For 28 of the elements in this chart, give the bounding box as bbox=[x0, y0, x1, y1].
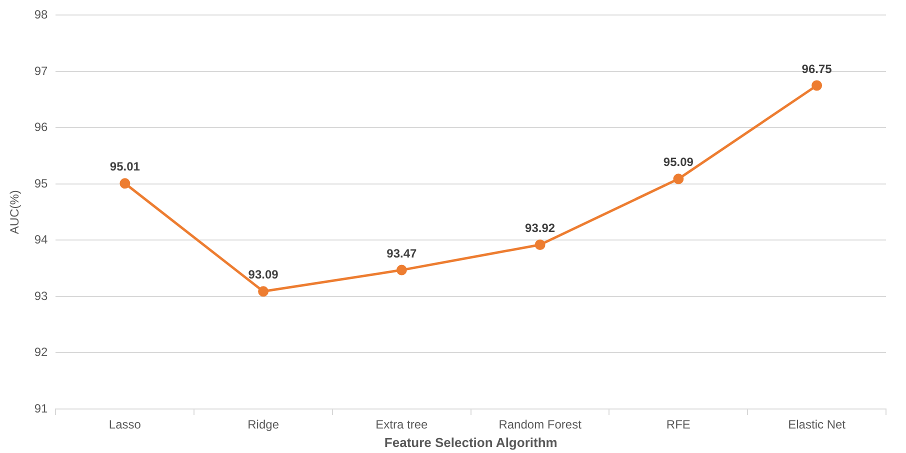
x-tick-label: Extra tree bbox=[376, 418, 428, 432]
y-tick-label: 93 bbox=[34, 288, 48, 303]
point bbox=[812, 80, 822, 91]
y-tick-label: 98 bbox=[34, 8, 48, 22]
x-tick-label: Elastic Net bbox=[788, 418, 846, 432]
data-label: 93.47 bbox=[386, 246, 418, 260]
data-label: 93.09 bbox=[248, 268, 279, 282]
data-label: 96.75 bbox=[802, 62, 832, 76]
point bbox=[673, 174, 684, 184]
point bbox=[396, 264, 407, 276]
data-label: 93.92 bbox=[525, 221, 556, 236]
y-tick-label: 92 bbox=[34, 345, 48, 360]
y-axis-title: AUC(%) bbox=[8, 190, 22, 234]
x-tick-label: Random Forest bbox=[498, 418, 582, 432]
y-tick-label: 91 bbox=[34, 401, 48, 416]
y-tick-label: 95 bbox=[34, 176, 48, 190]
point bbox=[258, 286, 269, 297]
data-label: 95.09 bbox=[663, 155, 694, 170]
point bbox=[534, 239, 546, 250]
y-tick-label: 96 bbox=[34, 120, 48, 134]
point bbox=[120, 178, 130, 189]
data-label: 95.01 bbox=[110, 160, 140, 174]
y-tick-label: 94 bbox=[34, 232, 48, 247]
x-tick-label: Ridge bbox=[248, 418, 280, 432]
x-tick-label: RFE bbox=[666, 418, 690, 432]
x-axis-title: Feature Selection Algorithm bbox=[384, 434, 558, 450]
x-tick-label: Lasso bbox=[108, 418, 142, 432]
y-tick-label: 97 bbox=[34, 64, 48, 78]
